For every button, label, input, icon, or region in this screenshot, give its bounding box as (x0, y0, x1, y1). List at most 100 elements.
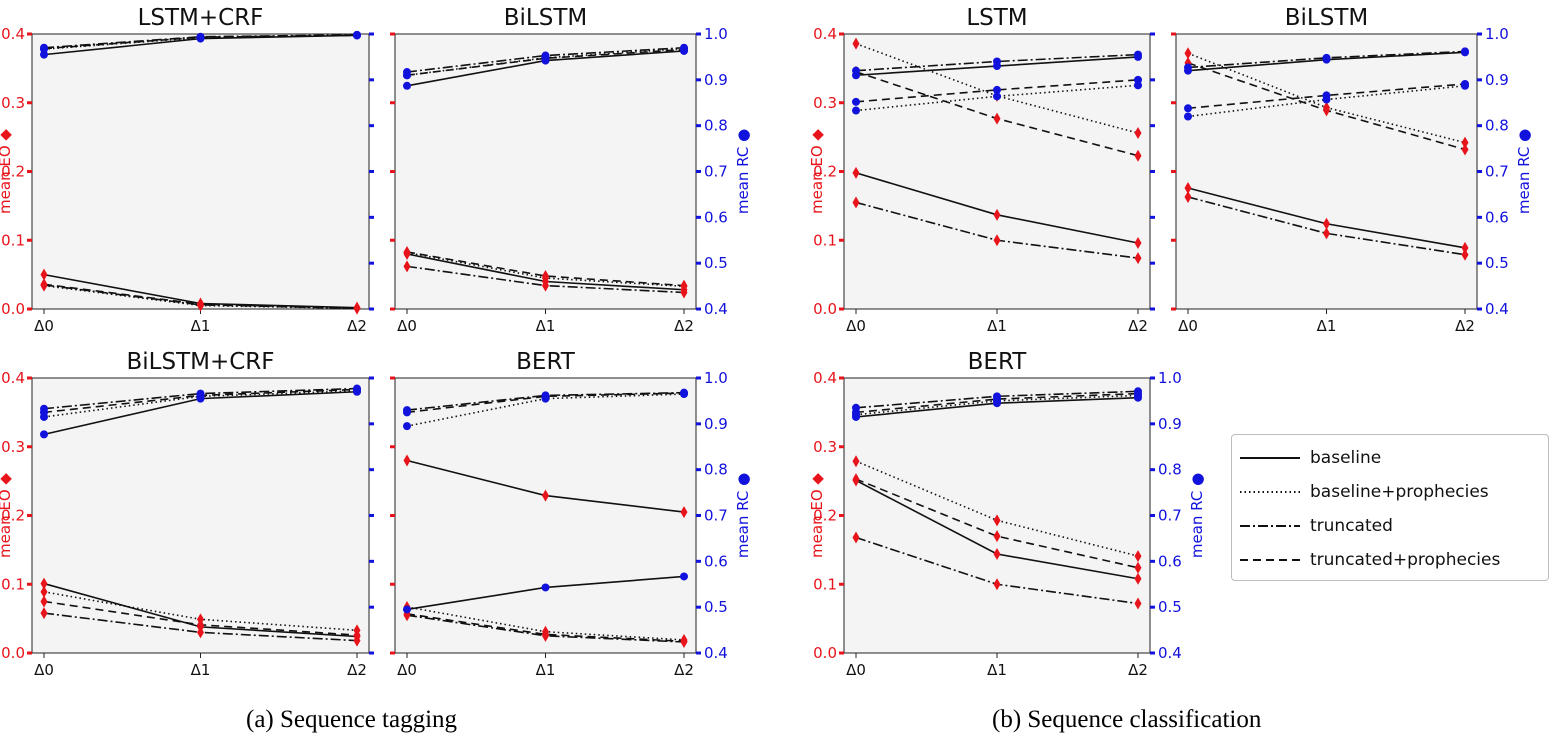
left-axis-title: mean EO ◆ (0, 129, 14, 214)
x-tick-label: Δ0 (1178, 317, 1198, 335)
legend-item-baseline: baseline (1232, 441, 1548, 475)
left-tick-label: 0.0 (1, 644, 25, 662)
panel-tag-bert: BERT 0.4 0.5 0.6 0.7 0.8 0.9 1.0 Δ0 Δ1 Δ2 mean RC ● (390, 349, 752, 679)
rc-point-truncated-prophecies (1461, 79, 1469, 88)
rc-line-truncated-prophecies (406, 392, 685, 414)
eo-line-truncated-prophecies (855, 478, 1139, 569)
eo-point-truncated-prophecies (40, 595, 48, 608)
x-tick-label: Δ0 (34, 661, 54, 679)
x-tick-label: Δ1 (536, 317, 556, 335)
eo-point-truncated (1461, 248, 1469, 261)
left-tick-label: 0.3 (1, 438, 25, 456)
eo-point-truncated-prophecies (40, 278, 48, 291)
rc-line-truncated (855, 53, 1139, 72)
rc-point-truncated-prophecies (852, 408, 860, 417)
right-tick-label: 0.5 (1158, 598, 1182, 616)
right-tick-label: 0.7 (1485, 163, 1509, 181)
eo-point-truncated (1184, 190, 1192, 203)
right-tick-label: 1.0 (1485, 25, 1509, 43)
right-axis-title: mean RC ● (1515, 129, 1533, 214)
right-tick-label: 1.0 (704, 369, 728, 387)
rc-point-baseline-prophecies (1134, 81, 1142, 90)
panel-title: BERT (516, 349, 576, 375)
rc-point-baseline (40, 50, 48, 59)
right-tick-label: 0.4 (704, 644, 728, 662)
legend-label-baseline-prophecies: baseline+prophecies (1310, 482, 1489, 502)
eo-point-truncated (852, 531, 860, 544)
eo-point-baseline-prophecies (852, 455, 860, 468)
eo-point-truncated (1323, 227, 1330, 240)
x-tick-label: Δ1 (1317, 317, 1337, 335)
right-tick-label: 0.4 (1158, 644, 1182, 662)
eo-point-baseline-prophecies (852, 37, 860, 50)
rc-point-truncated-prophecies (541, 54, 550, 63)
x-tick-label: Δ0 (846, 317, 866, 335)
rc-point-truncated-prophecies (40, 44, 48, 53)
rc-point-truncated-prophecies (1134, 389, 1142, 398)
x-tick-label: Δ1 (191, 317, 211, 335)
eo-point-baseline (40, 577, 48, 590)
rc-point-truncated-prophecies (403, 71, 411, 80)
panel-title: LSTM (966, 5, 1027, 31)
legend-label-truncated-prophecies: truncated+prophecies (1310, 550, 1501, 570)
panel-tag-lstmcrf: LSTM+CRF 0.0 0.1 0.2 0.3 0.4 Δ0 Δ1 Δ2 mean EO ◆ (0, 5, 374, 335)
right-tick-label: 0.8 (704, 117, 728, 135)
eo-point-truncated-prophecies (680, 635, 688, 648)
x-tick-label: Δ2 (674, 317, 694, 335)
x-tick-label: Δ1 (536, 661, 556, 679)
eo-point-baseline (40, 268, 48, 281)
eo-point-truncated (993, 578, 1001, 591)
left-axis-title: mean EO ◆ (0, 473, 14, 558)
rc-line-truncated-prophecies (855, 79, 1139, 103)
left-tick-label: 0.4 (813, 369, 837, 387)
eo-point-truncated (680, 286, 688, 299)
caption-sequence-tagging: (a) Sequence tagging (246, 706, 458, 733)
eo-point-baseline-prophecies (1134, 127, 1142, 139)
rc-point-truncated-prophecies (541, 392, 550, 401)
left-tick-label: 0.2 (813, 163, 837, 181)
rc-point-truncated-prophecies (196, 391, 205, 400)
rc-point-baseline (541, 583, 550, 592)
legend-label-baseline: baseline (1310, 448, 1382, 468)
eo-point-baseline-prophecies (1461, 136, 1469, 149)
eo-point-truncated-prophecies (680, 279, 688, 292)
left-axis-title: mean EO ◆ (808, 129, 826, 214)
eo-line-truncated (1187, 196, 1466, 256)
left-tick-label: 0.2 (813, 507, 837, 525)
legend-item-baseline-prophecies: baseline+prophecies (1232, 475, 1548, 509)
eo-point-baseline-prophecies (40, 585, 48, 598)
rc-point-truncated-prophecies (680, 389, 688, 398)
right-tick-label: 0.4 (704, 300, 728, 318)
rc-line-truncated-prophecies (855, 392, 1139, 414)
eo-point-baseline (1134, 237, 1142, 249)
left-tick-label: 0.0 (1, 300, 25, 318)
rc-point-truncated-prophecies (403, 408, 411, 417)
left-tick-label: 0.0 (813, 300, 837, 318)
eo-line-truncated-prophecies (406, 613, 685, 643)
rc-point-truncated (1461, 47, 1469, 56)
eo-point-baseline (680, 506, 688, 519)
right-tick-label: 0.5 (704, 254, 728, 272)
rc-point-truncated-prophecies (1184, 104, 1192, 113)
panel-background (843, 33, 1151, 310)
eo-point-truncated-prophecies (403, 245, 411, 258)
right-tick-label: 0.9 (704, 415, 728, 433)
rc-point-truncated (852, 66, 860, 75)
rc-point-truncated-prophecies (1322, 91, 1331, 100)
left-tick-label: 0.3 (813, 94, 837, 112)
right-axis-title: mean RC ● (734, 473, 752, 558)
rc-point-truncated-prophecies (852, 97, 860, 106)
rc-point-truncated-prophecies (1134, 75, 1142, 84)
panel-tag-bilstmcrf: BiLSTM+CRF 0.0 0.1 0.2 0.3 0.4 Δ0 Δ1 Δ2 mean EO ◆ (0, 349, 374, 679)
rc-line-truncated-prophecies (1187, 83, 1466, 110)
left-axis-title: mean EO ◆ (808, 473, 826, 558)
x-tick-label: Δ0 (397, 317, 417, 335)
caption-sequence-classification: (b) Sequence classification (992, 706, 1262, 733)
right-tick-label: 0.6 (1485, 208, 1509, 226)
panel-background (394, 33, 697, 310)
eo-point-baseline (1323, 217, 1330, 230)
left-tick-label: 0.1 (813, 231, 837, 249)
right-tick-label: 0.5 (704, 598, 728, 616)
x-tick-label: Δ0 (397, 661, 417, 679)
rc-point-truncated-prophecies (40, 408, 48, 417)
